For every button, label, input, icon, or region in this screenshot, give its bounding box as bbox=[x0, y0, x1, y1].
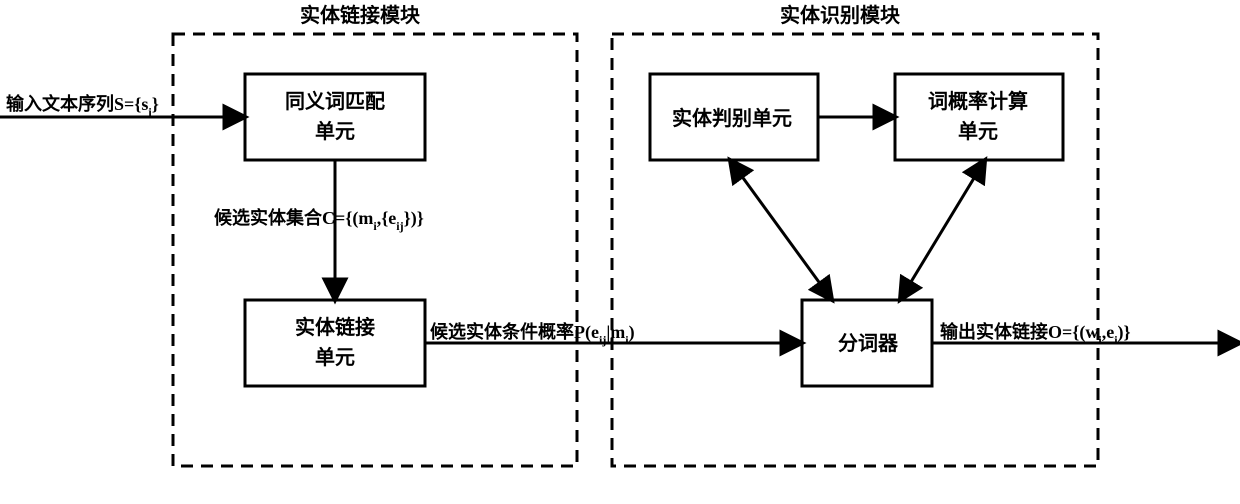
module-entity-recog-title: 实体识别模块 bbox=[780, 3, 901, 27]
box-discrim-line1: 实体判别单元 bbox=[672, 106, 792, 130]
module-entity-link-title: 实体链接模块 bbox=[300, 3, 421, 27]
box-tokenizer-line1: 分词器 bbox=[838, 332, 899, 355]
label-candidate: 候选实体集合C={(mi,{eij})} bbox=[214, 207, 424, 233]
arrow-tokenizer-discrim bbox=[730, 160, 832, 300]
box-link-line2: 单元 bbox=[315, 345, 355, 369]
box-link-line1: 实体链接 bbox=[295, 315, 375, 339]
box-wordprob-line2: 单元 bbox=[958, 119, 998, 143]
box-discrim: 实体判别单元 bbox=[650, 74, 818, 160]
box-wordprob-line1: 词概率计算 bbox=[928, 89, 1028, 113]
label-input: 输入文本序列S={si} bbox=[6, 93, 159, 119]
box-synonym: 同义词匹配 单元 bbox=[245, 74, 425, 160]
box-tokenizer: 分词器 bbox=[802, 300, 932, 386]
box-link: 实体链接 单元 bbox=[245, 300, 425, 386]
arrow-tokenizer-wordprob bbox=[900, 160, 985, 300]
box-synonym-line1: 同义词匹配 bbox=[285, 90, 385, 113]
box-wordprob: 词概率计算 单元 bbox=[895, 74, 1063, 160]
box-synonym-line2: 单元 bbox=[315, 119, 355, 143]
